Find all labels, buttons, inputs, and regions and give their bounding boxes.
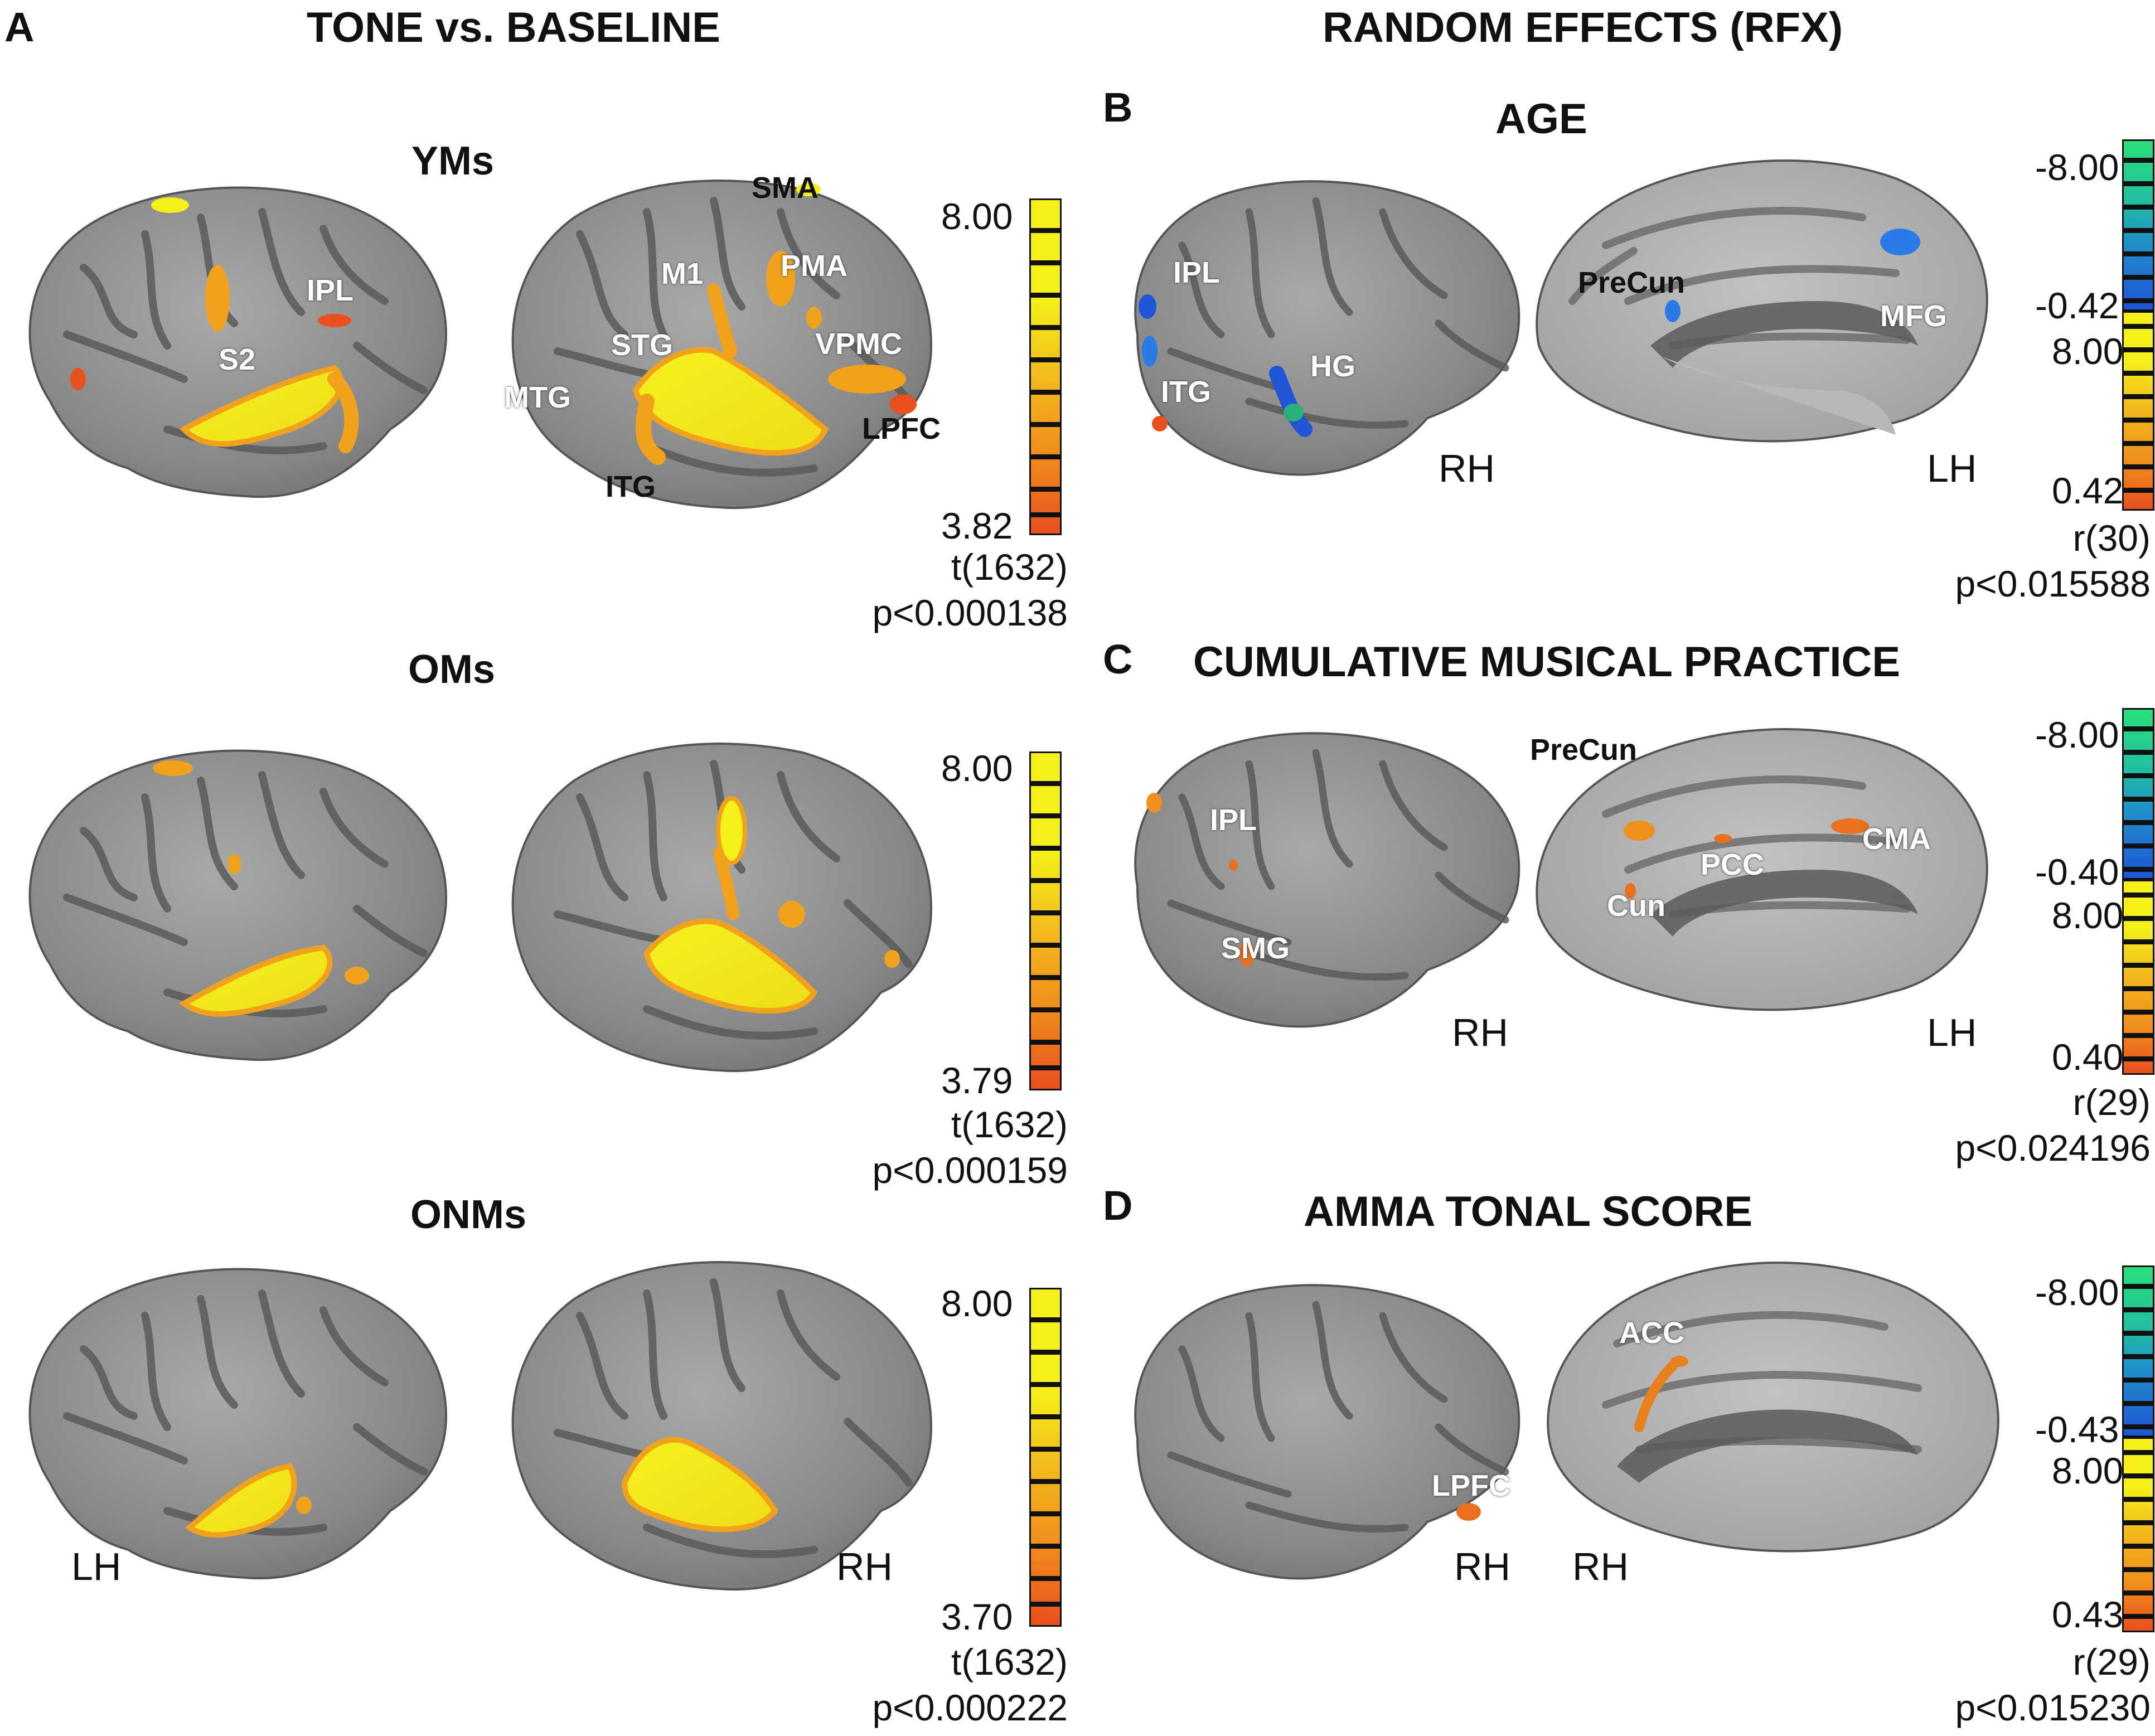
colorbar-amma-pos-min: 0.43 (2052, 1594, 2124, 1635)
hemisphere-label-b-right: LH (1927, 447, 1977, 490)
panel-b-title: AGE (1495, 95, 1587, 143)
colorbar-cmp-pos-max: 8.00 (2052, 895, 2124, 936)
colorbar-cmp-neg-max: -8.00 (2035, 714, 2119, 755)
stat-age-r: r(30) (2072, 517, 2151, 559)
rfx-title: RANDOM EFFECTS (RFX) (1323, 4, 1843, 51)
panel-letter-b: B (1103, 84, 1133, 130)
region-label-pma: PMA (781, 249, 848, 283)
colorbar-onms-min: 3.70 (941, 1596, 1013, 1637)
colorbar-yms-max: 8.00 (941, 196, 1013, 237)
colorbar-age-pos-max: 8.00 (2052, 331, 2124, 372)
panel-a-title: TONE vs. BASELINE (307, 4, 720, 51)
hemisphere-label-rh-a: RH (836, 1545, 893, 1588)
region-label-mfg-b: MFG (1880, 299, 1947, 333)
region-label-m1: M1 (661, 257, 704, 290)
colorbar-onms (1029, 1288, 1062, 1627)
colorbar-oms-min: 3.79 (941, 1060, 1013, 1101)
colorbar-amma-pos-max: 8.00 (2052, 1450, 2124, 1491)
hemisphere-label-lh-a: LH (71, 1545, 122, 1588)
colorbar-pos-amma (2122, 1437, 2154, 1632)
region-label-lpfc-d: LPFC (1432, 1469, 1510, 1502)
stat-onms-t: t(1632) (951, 1641, 1068, 1682)
region-label-precun-b: PreCun (1578, 266, 1686, 299)
region-label-ipl-b: IPL (1173, 256, 1221, 289)
region-label-itg-b: ITG (1161, 375, 1211, 409)
region-label-hg-b: HG (1310, 350, 1355, 383)
colorbar-neg-cmp (2122, 708, 2154, 880)
hemisphere-label-c-left: RH (1452, 1011, 1509, 1054)
panel-letter-c: C (1103, 636, 1133, 682)
hemisphere-label-d-right: RH (1572, 1545, 1629, 1588)
brain-lateral-right-cmp (1134, 732, 1520, 1028)
brain-lateral-right-age (1134, 180, 1520, 476)
stat-amma-r: r(29) (2072, 1641, 2151, 1682)
colorbar-age-neg-max: -8.00 (2035, 147, 2119, 188)
colorbar-oms-max: 8.00 (941, 748, 1013, 789)
region-label-precun-c: PreCun (1530, 733, 1638, 767)
brain-lateral-left-yms (28, 186, 448, 498)
panel-letter-d: D (1103, 1182, 1133, 1229)
colorbar-neg-age (2122, 139, 2154, 311)
stat-yms-p: p<0.000138 (872, 592, 1068, 633)
region-label-stg: STG (611, 328, 674, 362)
colorbar-yms (1029, 198, 1062, 535)
region-label-mtg: MTG (504, 381, 571, 414)
region-label-s2: S2 (219, 343, 256, 376)
colorbar-age-pos-min: 0.42 (2052, 470, 2124, 511)
brain-lateral-right-oms (511, 743, 933, 1073)
colorbar-cmp-neg-min: -0.40 (2035, 851, 2119, 893)
colorbar-cmp-pos-min: 0.40 (2052, 1036, 2124, 1078)
region-label-sma: SMA (752, 171, 819, 205)
hemisphere-label-c-right: LH (1927, 1011, 1977, 1054)
brain-lateral-left-oms (28, 749, 448, 1061)
stat-oms-p: p<0.000159 (872, 1150, 1068, 1191)
panel-c-title: CUMULATIVE MUSICAL PRACTICE (1193, 638, 1901, 686)
group-title-yms: YMs (411, 139, 495, 183)
brain-lateral-right-amma (1134, 1284, 1520, 1580)
region-label-cma-c: CMA (1862, 822, 1931, 856)
region-label-lpfc: LPFC (862, 412, 941, 445)
group-title-onms: ONMs (410, 1192, 527, 1237)
colorbar-amma-neg-min: -0.43 (2035, 1409, 2119, 1450)
panel-letter-a: A (4, 4, 35, 50)
region-label-itg: ITG (606, 470, 656, 503)
stat-amma-p: p<0.015230 (1955, 1687, 2151, 1728)
stat-onms-p: p<0.000222 (872, 1687, 1068, 1728)
stat-cmp-p: p<0.024196 (1955, 1127, 2151, 1168)
brain-lateral-right-onms (511, 1261, 933, 1591)
stat-oms-t: t(1632) (951, 1104, 1068, 1145)
colorbar-age-neg-min: -0.42 (2035, 285, 2119, 326)
group-title-oms: OMs (408, 647, 496, 692)
brain-medial-left-age (1536, 159, 1988, 443)
colorbar-neg-amma (2122, 1265, 2154, 1437)
panel-d-title: AMMA TONAL SCORE (1304, 1188, 1753, 1235)
region-label-pcc-c: PCC (1701, 848, 1765, 881)
brain-lateral-right-yms (511, 180, 933, 510)
brain-medial-left-cmp (1536, 728, 1988, 1011)
region-label-ipl: IPL (307, 274, 354, 307)
region-label-cun-c: Cun (1607, 889, 1665, 923)
colorbar-amma-neg-max: -8.00 (2035, 1272, 2119, 1313)
colorbar-pos-cmp (2122, 880, 2154, 1075)
region-label-ipl-c: IPL (1210, 803, 1257, 837)
stat-age-p: p<0.015588 (1955, 563, 2151, 604)
region-label-vpmc: VPMC (815, 327, 903, 361)
colorbar-yms-min: 3.82 (941, 505, 1013, 546)
colorbar-pos-age (2122, 311, 2154, 511)
region-label-acc-d: ACC (1619, 1316, 1684, 1350)
hemisphere-label-b-left: RH (1439, 447, 1495, 490)
brain-lateral-left-onms (28, 1268, 448, 1580)
colorbar-onms-max: 8.00 (941, 1283, 1013, 1324)
stat-cmp-r: r(29) (2072, 1082, 2151, 1123)
hemisphere-label-d-left: RH (1454, 1545, 1511, 1588)
stat-yms-t: t(1632) (951, 546, 1068, 588)
region-label-smg-c: SMG (1221, 932, 1290, 965)
colorbar-oms (1029, 751, 1062, 1090)
brain-medial-right-amma (1547, 1262, 1999, 1553)
